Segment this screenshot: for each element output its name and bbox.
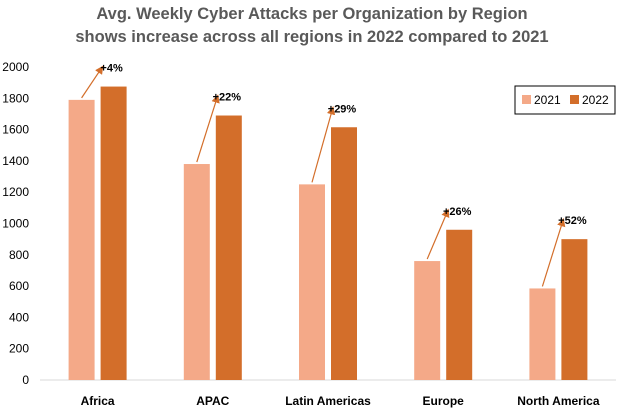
y-tick-label: 1200 [2,185,29,199]
x-category-label: Europe [423,394,465,408]
bar-2021 [68,99,95,381]
bar-2022 [561,239,588,380]
bar-2021 [529,288,556,380]
y-tick-label: 1000 [2,217,29,231]
bar-2022 [100,86,127,380]
bar-2021 [299,184,325,380]
y-tick-label: 200 [9,342,29,356]
y-tick-label: 600 [9,279,29,293]
change-label: +52% [558,215,587,227]
change-label: +22% [213,92,242,104]
change-label: +26% [443,206,472,218]
y-tick-label: 1400 [2,154,29,168]
bar-2021 [414,261,441,380]
chart-subtitle: shows increase across all regions in 202… [75,28,549,46]
change-arrow [81,65,104,99]
change-label: +4% [100,63,123,75]
y-tick-label: 1800 [2,91,29,105]
bar-2021 [183,164,210,380]
x-category-label: Latin Americas [285,394,371,408]
bar-2022 [446,229,473,380]
change-arrow [426,208,450,260]
change-arrow [541,218,566,287]
change-arrow [196,94,220,163]
y-tick-label: 1600 [2,123,29,137]
y-tick-label: 0 [22,373,29,387]
change-arrow [311,106,336,183]
chart-title: Avg. Weekly Cyber Attacks per Organizati… [0,3,624,49]
legend-box [514,85,616,115]
chart-title-line-1: Avg. Weekly Cyber Attacks per Organizati… [96,5,528,23]
bar-2022 [215,115,242,380]
y-tick-label: 400 [9,310,29,324]
y-tick-label: 800 [9,248,29,262]
legend-label-2022: 2022 [582,93,609,107]
legend-label-2021: 2021 [534,93,561,107]
legend-swatch-2021 [522,95,531,104]
change-label: +29% [328,103,357,115]
x-category-label: APAC [196,394,229,408]
legend-swatch-2022 [570,95,579,104]
bar-2022 [331,127,357,380]
x-category-label: North America [517,394,600,408]
y-tick-label: 2000 [2,60,29,74]
x-category-label: Africa [81,394,115,408]
